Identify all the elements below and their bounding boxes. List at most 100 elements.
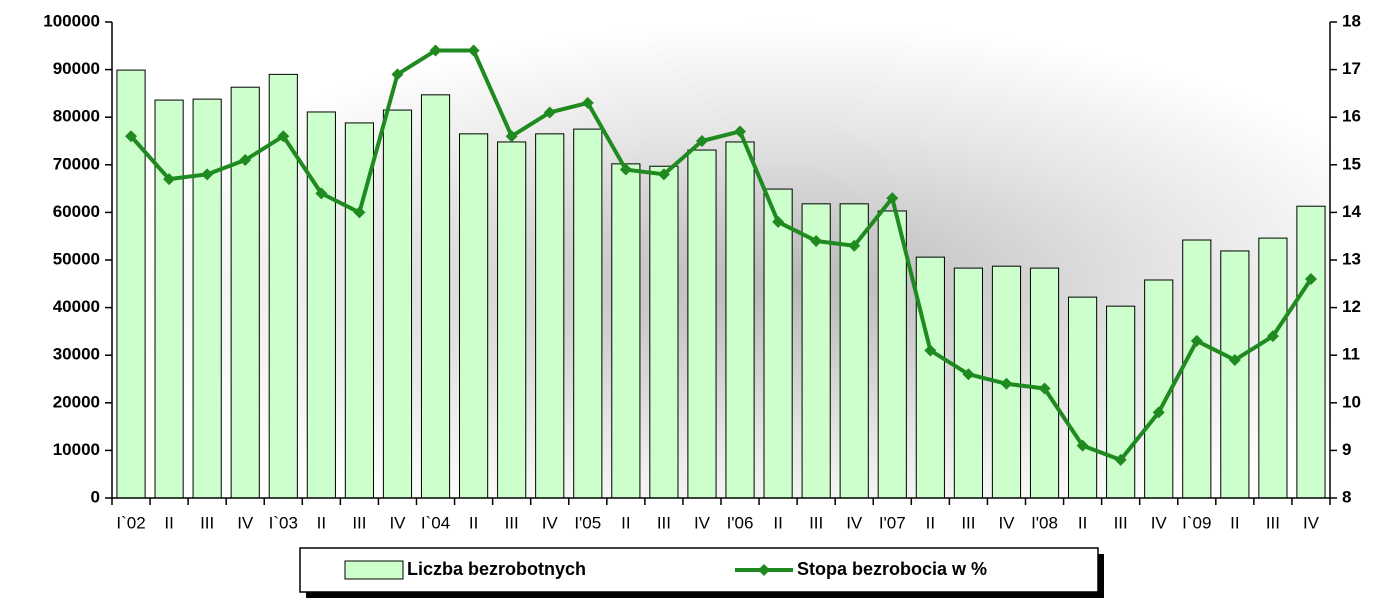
y-tick-label: 30000 (53, 345, 100, 364)
bar (535, 133, 565, 499)
marker (1304, 273, 1317, 286)
x-tick-label: I'06 (727, 513, 754, 532)
y-tick-label: 0 (91, 487, 100, 506)
y-tick-label: 70000 (53, 154, 100, 173)
x-tick-label: II (926, 513, 935, 532)
x-tick-label: III (200, 513, 214, 532)
marker (125, 130, 138, 143)
x-tick-label: I`03 (269, 513, 298, 532)
x-tick-label: II (1230, 513, 1239, 532)
legend-marker (758, 564, 770, 576)
legend-label: Stopa bezrobocia w % (797, 559, 987, 579)
bar (1258, 237, 1288, 499)
bar (192, 98, 222, 499)
bar (382, 109, 413, 499)
x-tick-label: III (505, 513, 519, 532)
bar (877, 210, 907, 499)
x-tick-label: III (1266, 513, 1280, 532)
y2-tick-label: 18 (1342, 11, 1361, 30)
y-tick-label: 80000 (53, 107, 100, 126)
bar (1182, 239, 1212, 499)
y2-tick-label: 13 (1342, 249, 1361, 268)
x-tick-label: III (961, 513, 975, 532)
legend (299, 547, 1099, 593)
x-tick-label: II (164, 513, 173, 532)
marker (1266, 330, 1279, 343)
x-tick-label: IV (846, 513, 863, 532)
y-tick-label: 50000 (53, 249, 100, 268)
x-tick-label: III (657, 513, 671, 532)
y2-tick-label: 14 (1342, 202, 1361, 221)
marker (1076, 439, 1089, 452)
marker (467, 44, 480, 57)
marker (848, 239, 861, 252)
legend-swatch (344, 560, 404, 580)
x-tick-label: I`04 (421, 513, 450, 532)
y2-tick-label: 17 (1342, 59, 1361, 78)
marker (1152, 406, 1165, 419)
y-tick-label: 100000 (43, 11, 100, 30)
bar (763, 188, 793, 499)
x-tick-label: III (352, 513, 366, 532)
bar (1068, 296, 1098, 499)
y2-tick-label: 10 (1342, 392, 1361, 411)
x-tick-label: IV (694, 513, 711, 532)
x-tick-label: IV (237, 513, 254, 532)
marker (962, 368, 975, 381)
bar (687, 149, 717, 499)
marker (201, 168, 214, 181)
y2-tick-label: 16 (1342, 107, 1361, 126)
bar (1296, 205, 1326, 499)
marker (734, 125, 747, 138)
y-tick-label: 60000 (53, 202, 100, 221)
marker (772, 215, 785, 228)
marker (163, 173, 176, 186)
marker (391, 68, 404, 81)
bar (649, 165, 679, 499)
legend-label: Liczba bezrobotnych (407, 559, 586, 579)
marker (315, 187, 328, 200)
marker (1190, 334, 1203, 347)
bar (268, 73, 298, 499)
x-tick-label: IV (1303, 513, 1320, 532)
bar (1106, 305, 1136, 499)
x-tick-label: III (809, 513, 823, 532)
marker (657, 168, 670, 181)
y2-tick-label: 12 (1342, 297, 1361, 316)
bar (1144, 279, 1174, 499)
marker (1114, 453, 1127, 466)
x-tick-label: I'08 (1031, 513, 1058, 532)
marker (239, 154, 252, 167)
marker (1228, 353, 1241, 366)
marker (924, 344, 937, 357)
x-tick-label: IV (389, 513, 406, 532)
bar (801, 203, 831, 499)
x-tick-label: III (1114, 513, 1128, 532)
x-tick-label: I`02 (116, 513, 145, 532)
line (129, 48, 1313, 462)
x-tick-label: IV (1151, 513, 1168, 532)
marker (543, 106, 556, 119)
bar (915, 256, 945, 499)
x-tick-label: IV (998, 513, 1015, 532)
bar (459, 133, 489, 499)
marker (581, 96, 594, 109)
marker (1000, 377, 1013, 390)
y2-tick-label: 8 (1342, 487, 1351, 506)
y-tick-label: 40000 (53, 297, 100, 316)
bar (230, 86, 260, 499)
bar (573, 128, 603, 499)
x-tick-label: IV (542, 513, 559, 532)
bar (725, 141, 755, 499)
bar (953, 267, 983, 499)
bar (306, 111, 336, 499)
bar (154, 99, 184, 499)
y-tick-label: 90000 (53, 59, 100, 78)
y2-tick-label: 15 (1342, 154, 1361, 173)
bar (1220, 250, 1250, 499)
marker (353, 206, 366, 219)
marker (810, 234, 823, 247)
x-tick-label: II (1078, 513, 1087, 532)
